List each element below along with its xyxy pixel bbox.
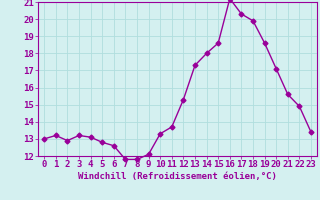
X-axis label: Windchill (Refroidissement éolien,°C): Windchill (Refroidissement éolien,°C) [78, 172, 277, 181]
